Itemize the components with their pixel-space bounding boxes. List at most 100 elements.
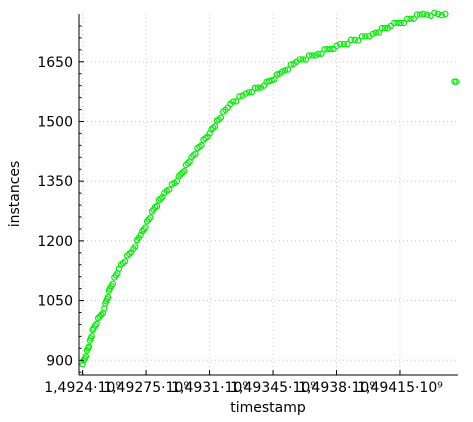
data-point — [407, 15, 414, 22]
data-point — [344, 40, 351, 48]
data-point — [362, 33, 369, 40]
data-point — [324, 46, 331, 53]
x-tick-label: 1,49345·10⁹ — [230, 380, 316, 396]
data-point — [305, 52, 313, 59]
data-point — [333, 42, 340, 50]
data-point — [378, 24, 386, 32]
data-point — [308, 52, 316, 59]
data-point — [372, 29, 379, 36]
data-point — [132, 243, 139, 250]
data-point — [312, 52, 319, 59]
data-point — [104, 293, 112, 301]
y-tick-label: 1500 — [37, 114, 73, 130]
data-point — [242, 90, 250, 97]
data-point — [299, 56, 307, 63]
data-point — [321, 46, 328, 53]
data-point — [302, 56, 310, 63]
data-point — [287, 61, 295, 68]
y-tick-label: 1650 — [37, 55, 73, 71]
x-tick-label: 1,49415·10⁹ — [357, 380, 443, 396]
x-axis-ticks: 1,4924·10⁹1,49275·10⁹1,4931·10⁹1,49345·1… — [44, 370, 443, 396]
data-point — [137, 231, 144, 239]
data-point — [375, 29, 383, 36]
data-point — [157, 195, 164, 202]
data-point — [198, 142, 205, 149]
data-point — [79, 361, 86, 368]
data-point — [209, 124, 217, 132]
data-point — [284, 66, 292, 73]
data-points — [79, 9, 460, 368]
data-point — [315, 50, 322, 58]
x-tick-label: 1,49275·10⁹ — [103, 380, 189, 396]
data-point — [153, 202, 161, 210]
data-point — [85, 343, 93, 351]
data-point — [217, 114, 225, 121]
data-point — [88, 333, 95, 340]
data-point — [192, 150, 199, 157]
data-point — [355, 37, 362, 44]
data-point — [229, 98, 237, 105]
data-point — [442, 10, 449, 18]
data-point — [121, 258, 129, 265]
data-point — [271, 76, 278, 83]
data-point — [91, 322, 99, 329]
x-tick-label: 1,4931·10⁹ — [171, 380, 248, 396]
data-point — [211, 123, 219, 130]
y-tick-label: 1200 — [37, 234, 73, 250]
data-point — [394, 19, 401, 27]
data-point — [417, 11, 424, 18]
data-point — [423, 11, 431, 18]
data-point — [397, 19, 404, 27]
data-point — [82, 353, 90, 360]
data-point — [281, 67, 289, 74]
data-point — [420, 10, 427, 18]
x-tick-label: 1,4938·10⁹ — [298, 380, 375, 396]
data-point — [179, 169, 186, 177]
y-axis-title: instances — [7, 161, 23, 228]
y-axis-ticks: 900 1050 1200 1350 1500 1650 — [37, 25, 84, 373]
data-point — [142, 224, 149, 231]
data-point — [248, 88, 256, 96]
data-point — [208, 126, 215, 133]
data-point — [438, 12, 445, 19]
data-point — [166, 186, 173, 193]
y-tick-label: 1050 — [37, 294, 73, 310]
data-point — [358, 33, 366, 40]
data-point — [404, 15, 411, 22]
data-point — [254, 84, 262, 91]
data-point — [400, 19, 408, 27]
data-point — [93, 320, 100, 328]
data-point — [390, 19, 398, 27]
data-point — [336, 40, 344, 48]
data-point — [369, 30, 376, 38]
data-point — [109, 280, 117, 287]
data-point — [327, 45, 334, 53]
y-tick-label: 1350 — [37, 174, 73, 190]
data-point — [180, 167, 188, 175]
data-point — [434, 10, 442, 18]
x-axis-title: timestamp — [230, 400, 306, 416]
data-point — [177, 171, 184, 178]
data-point — [413, 11, 421, 18]
data-point — [147, 214, 154, 221]
data-point — [347, 36, 355, 44]
data-point — [98, 311, 105, 319]
data-point — [155, 197, 162, 204]
data-point — [381, 24, 389, 32]
data-point — [318, 50, 325, 57]
data-point — [175, 173, 182, 180]
data-point — [233, 98, 240, 105]
x-tick-label: 1,4924·10⁹ — [44, 380, 121, 396]
data-point — [182, 161, 190, 169]
data-point — [251, 84, 259, 92]
data-point — [410, 15, 417, 22]
data-point — [184, 160, 192, 167]
y-tick-label: 900 — [46, 353, 73, 369]
data-point — [340, 40, 347, 48]
data-point — [245, 89, 253, 96]
data-point — [452, 78, 460, 85]
data-point — [296, 56, 303, 63]
data-point — [431, 9, 438, 17]
data-point — [351, 36, 358, 44]
